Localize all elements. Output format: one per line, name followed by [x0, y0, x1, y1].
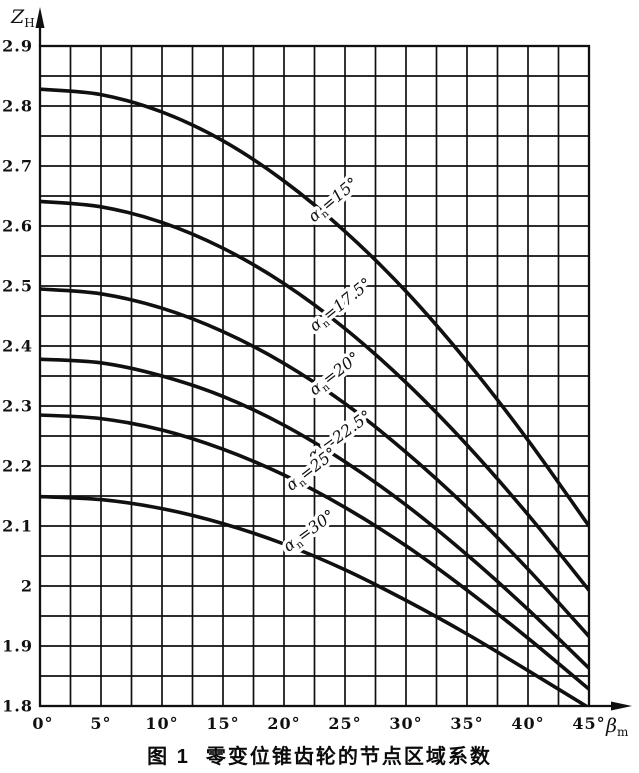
x-tick-label: 15° — [206, 714, 239, 733]
x-tick-label: 40° — [511, 714, 544, 733]
x-tick-label: 10° — [145, 714, 178, 733]
y-tick-label: 2.5 — [2, 277, 33, 296]
x-tick-label: 45° — [572, 714, 605, 733]
y-tick-label: 2.3 — [2, 397, 33, 416]
x-tick-label: 30° — [389, 714, 422, 733]
x-tick-label: 20° — [267, 714, 300, 733]
y-tick-label: 2.2 — [2, 457, 33, 476]
curves — [40, 87, 589, 706]
curve-label-alpha-30: αn=30° — [279, 506, 339, 558]
y-axis-title: ZH — [10, 6, 35, 30]
x-tick-label: 25° — [328, 714, 361, 733]
y-tick-label: 2.7 — [2, 157, 33, 176]
y-axis-arrowhead-icon — [35, 7, 45, 28]
curve-alpha-20 — [40, 287, 589, 639]
y-tick-label: 2.6 — [2, 217, 33, 236]
caption-title: 零变位锥齿轮的节点区域系数 — [205, 746, 492, 768]
x-tick-label: 35° — [450, 714, 483, 733]
x-axis-title: βm — [605, 715, 629, 738]
y-tick-label: 2.8 — [2, 97, 33, 116]
y-tick-label: 2.4 — [2, 337, 33, 356]
zone-factor-chart: 2.9 2.8 2.7 2.6 2.5 2.4 2.3 2.2 2.1 2 1.9 1.80° 5° 10… — [2, 6, 632, 739]
y-tick-label: 2 — [21, 577, 33, 596]
y-tick-label: 2.1 — [2, 517, 33, 536]
figure-caption: 图 1 零变位锥齿轮的节点区域系数 — [0, 740, 639, 769]
y-tick-label: 1.8 — [2, 697, 33, 716]
grid-lines — [39, 45, 590, 707]
y-tick-label: 2.9 — [2, 37, 33, 56]
caption-number: 图 1 — [147, 746, 190, 768]
curve-alpha-22.5 — [40, 357, 589, 670]
x-axis-arrowhead-icon — [611, 701, 632, 711]
curve-alpha-17.5 — [40, 199, 589, 592]
curve-alpha-25 — [40, 413, 589, 691]
curve-alpha-30 — [40, 494, 589, 706]
x-tick-label: 5° — [90, 714, 111, 733]
curve-alpha-15 — [40, 87, 589, 528]
x-tick-label: 0° — [32, 714, 53, 733]
plot-border — [38, 44, 591, 708]
y-tick-label: 1.9 — [2, 637, 33, 656]
